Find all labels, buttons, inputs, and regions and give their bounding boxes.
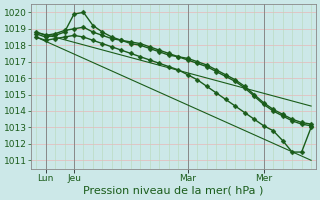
X-axis label: Pression niveau de la mer( hPa ): Pression niveau de la mer( hPa )	[84, 186, 264, 196]
